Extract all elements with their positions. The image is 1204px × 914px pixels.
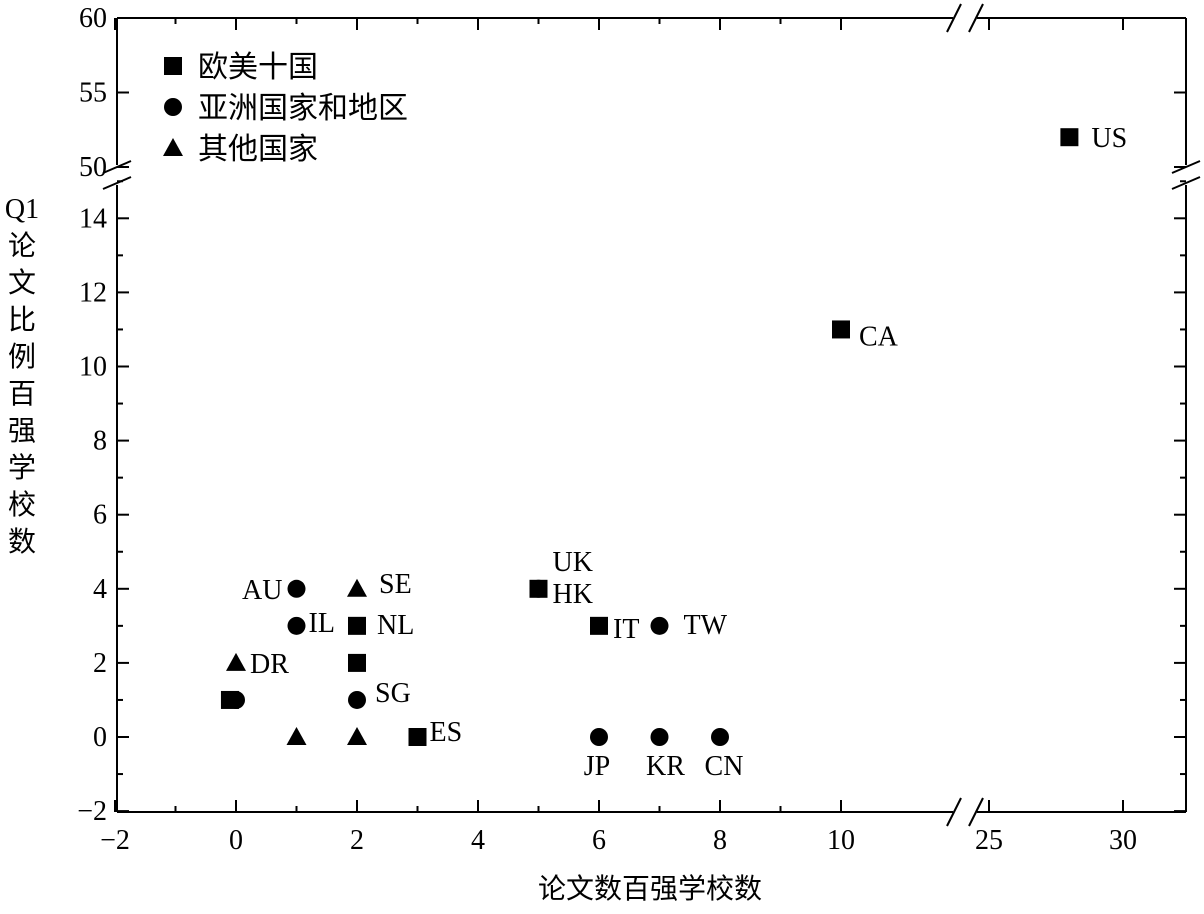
x-axis-title: 论文数百强学校数: [538, 873, 762, 905]
y-tick-label: 6: [93, 500, 107, 531]
x-tick-label: 25: [975, 825, 1003, 856]
x-tick-label: 8: [713, 825, 727, 856]
data-point-triangle: [226, 652, 246, 671]
point-label: TW: [684, 610, 728, 641]
x-tick-label: 30: [1109, 825, 1137, 856]
y-tick-label: 0: [93, 722, 107, 753]
x-tick-label: −2: [100, 825, 130, 856]
y-tick-label: 10: [79, 352, 107, 383]
x-tick-label: 10: [827, 825, 855, 856]
y-tick-label: 4: [93, 574, 107, 605]
point-label: NL: [377, 610, 414, 641]
y-tick-label: 2: [93, 648, 107, 679]
data-point-triangle: [286, 727, 307, 745]
data-point-circle: [348, 690, 366, 709]
point-label: IT: [613, 614, 639, 645]
data-point-circle: [287, 616, 306, 635]
data-point-circle: [650, 616, 669, 635]
legend-label: 欧美十国: [198, 51, 318, 84]
data-point-circle: [529, 579, 548, 598]
data-point-square: [832, 320, 850, 339]
point-label: SE: [379, 569, 412, 600]
y-break-mark-right-2: [1171, 176, 1201, 190]
legend-label: 其他国家: [198, 133, 318, 166]
plot-frame: [102, 3, 1201, 827]
y-tick-label: 14: [79, 203, 107, 234]
point-label: UK: [553, 547, 593, 578]
point-label: CN: [705, 751, 744, 782]
x-tick-label: 4: [471, 825, 485, 856]
x-tick-label: 2: [350, 825, 364, 856]
data-point-square: [590, 616, 608, 635]
data-points: US CA UK IT NL ES HK TW AU IL SG JP KR CN SE DR: [220, 123, 1127, 782]
y-tick-label: 8: [93, 426, 107, 457]
legend-marker-square: [164, 57, 182, 75]
legend-marker-circle: [164, 98, 182, 116]
data-point-square: [408, 728, 427, 746]
point-label: HK: [553, 579, 593, 610]
data-point-square: [1060, 128, 1079, 147]
point-label: DR: [250, 649, 289, 680]
point-label: ES: [430, 717, 463, 748]
y-tick-label: 55: [79, 78, 107, 109]
data-point-square: [348, 616, 366, 635]
y-tick-label: 12: [79, 277, 107, 308]
x-tick-label: 6: [592, 825, 606, 856]
y-tick-label: −2: [77, 796, 107, 827]
y-tick-label: 60: [79, 3, 107, 34]
x-break-mark-bottom-1: [946, 797, 962, 827]
point-label: SG: [375, 678, 411, 709]
axis-ticks: −2 0 2 4 6 8 10 25 30 −2 0 2 4 6 8 10 12 14 50 55 60: [77, 3, 1186, 856]
x-break-mark-top-2: [968, 3, 984, 33]
data-point-circle: [590, 728, 608, 746]
x-break-mark-bottom-2: [968, 797, 984, 827]
x-tick-label: 0: [229, 825, 243, 856]
legend-marker-triangle: [163, 138, 183, 156]
point-label: AU: [242, 575, 282, 606]
y-tick-label: 50: [79, 152, 107, 183]
y-axis-title: Q1 论文比例百强学校数: [5, 194, 39, 558]
point-label: KR: [646, 751, 685, 782]
legend-label: 亚洲国家和地区: [198, 92, 408, 125]
data-point-circle: [711, 728, 729, 746]
data-point-square: [348, 653, 366, 672]
data-point-circle: [227, 690, 245, 709]
point-label: CA: [859, 321, 899, 352]
point-label: JP: [584, 751, 610, 782]
point-label: US: [1091, 123, 1127, 154]
x-break-mark-top-1: [946, 3, 962, 33]
data-point-circle: [650, 728, 669, 746]
point-label: IL: [309, 608, 335, 639]
y-break-mark-left-2: [102, 176, 132, 190]
data-point-circle: [287, 579, 306, 598]
data-point-triangle: [347, 578, 367, 597]
data-point-triangle: [347, 727, 367, 745]
